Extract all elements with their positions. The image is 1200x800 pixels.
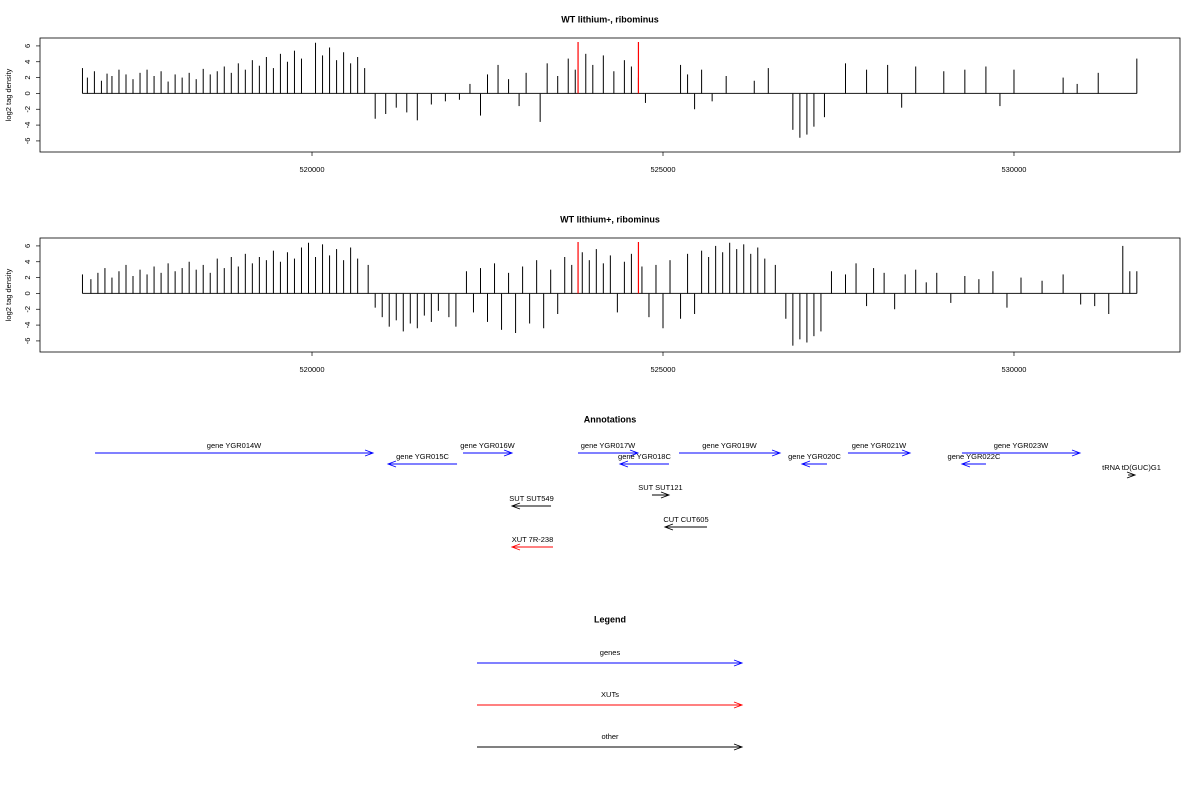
x-tick-label: 525000 <box>650 365 675 374</box>
feature-label: gene YGR018C <box>618 452 671 461</box>
y-tick-label: -2 <box>23 306 32 313</box>
x-tick-label: 530000 <box>1001 365 1026 374</box>
y-tick-label: 4 <box>23 260 32 264</box>
y-tick-label: -2 <box>23 106 32 113</box>
legend: Legend genes XUTs other <box>477 614 744 751</box>
arrow-head <box>503 449 514 457</box>
arrow-head <box>733 743 744 751</box>
x-tick-label: 525000 <box>650 165 675 174</box>
feature-label: gene YGR021W <box>852 441 907 450</box>
arrow-head <box>800 460 811 468</box>
y-tick-label: 4 <box>23 60 32 64</box>
panel-title: WT lithium-, ribominus <box>561 14 659 24</box>
y-tick-label: 2 <box>23 275 32 279</box>
plot-frame <box>39 237 1181 353</box>
feature-label: gene YGR023W <box>994 441 1049 450</box>
y-tick-label: 6 <box>23 244 32 248</box>
arrow-head <box>733 701 744 709</box>
x-tick-label: 530000 <box>1001 165 1026 174</box>
legend-title: Legend <box>594 614 626 624</box>
feature-label: gene YGR015C <box>396 452 449 461</box>
feature-label: SUT SUT549 <box>509 494 553 503</box>
feature-label: tRNA tD(GUC)G1 <box>1102 463 1161 472</box>
arrow-head <box>960 460 971 468</box>
arrow-head <box>663 523 674 531</box>
feature-label: XUT 7R-238 <box>512 535 554 544</box>
y-tick-label: -4 <box>23 122 32 129</box>
y-tick-label: 0 <box>23 291 32 295</box>
arrow-head <box>901 449 912 457</box>
track-panel: WT lithium+, ribominus log2 tag density -6… <box>4 214 1181 374</box>
legend-label: XUTs <box>601 690 619 699</box>
arrow-head <box>364 449 375 457</box>
feature-label: gene YGR017W <box>581 441 636 450</box>
arrow-head <box>771 449 782 457</box>
arrow-head <box>629 449 640 457</box>
x-tick-label: 520000 <box>299 365 324 374</box>
feature-label: gene YGR016W <box>460 441 515 450</box>
y-tick-label: -4 <box>23 322 32 329</box>
feature-label: gene YGR014W <box>207 441 262 450</box>
y-tick-label: 6 <box>23 44 32 48</box>
y-axis-label: log2 tag density <box>4 268 13 321</box>
arrow-head <box>660 491 671 499</box>
y-tick-label: 0 <box>23 91 32 95</box>
x-tick-label: 520000 <box>299 165 324 174</box>
arrow-head <box>1071 449 1082 457</box>
legend-label: other <box>601 732 619 741</box>
arrow-head <box>733 659 744 667</box>
feature-label: gene YGR022C <box>948 452 1001 461</box>
arrow-head <box>386 460 397 468</box>
arrow-head <box>618 460 629 468</box>
annotations-title: Annotations <box>584 414 637 424</box>
y-tick-label: -6 <box>23 338 32 345</box>
y-tick-label: -6 <box>23 138 32 145</box>
feature-label: gene YGR019W <box>702 441 757 450</box>
feature-label: SUT SUT121 <box>638 483 682 492</box>
feature-label: CUT CUT605 <box>663 515 708 524</box>
arrow-head <box>510 502 521 510</box>
panel-title: WT lithium+, ribominus <box>560 214 660 224</box>
annotations: Annotations gene YGR014W gene YGR015C gene … <box>95 414 1161 551</box>
feature-label: gene YGR020C <box>788 452 841 461</box>
arrow-head <box>510 543 521 551</box>
y-axis-label: log2 tag density <box>4 68 13 121</box>
arrow-head <box>1126 471 1137 479</box>
track-panel: WT lithium-, ribominus log2 tag density -6… <box>4 14 1181 174</box>
legend-label: genes <box>600 648 621 657</box>
y-tick-label: 2 <box>23 75 32 79</box>
plot-frame <box>39 37 1181 153</box>
